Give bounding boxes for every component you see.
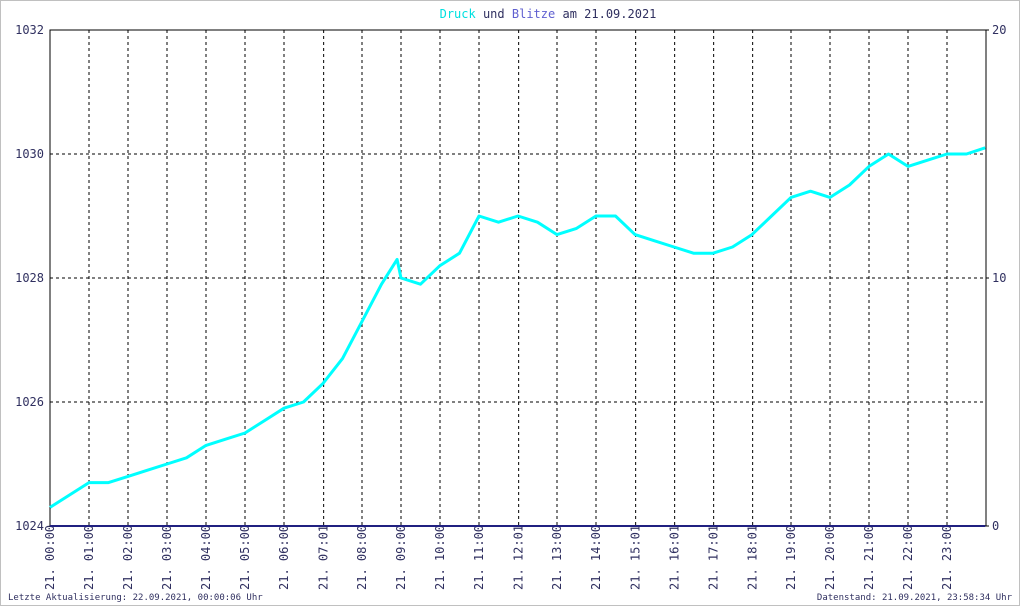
x-tick-label: 21. 11:00 [472, 525, 486, 590]
x-tick-label: 21. 04:00 [199, 525, 213, 590]
y-tick-label: 1024 [15, 519, 44, 533]
y-tick-label: 1026 [15, 395, 44, 409]
footer-left: Letzte Aktualisierung: 22.09.2021, 00:00… [8, 593, 263, 603]
x-tick-label: 21. 23:00 [940, 525, 954, 590]
x-tick-label: 21. 13:00 [550, 525, 564, 590]
title-part: und [483, 7, 505, 21]
title-part: am 21.09.2021 [562, 7, 656, 21]
x-tick-label: 21. 00:00 [43, 525, 57, 590]
y-tick-label: 1028 [15, 271, 44, 285]
y-tick-label: 1030 [15, 147, 44, 161]
x-tick-label: 21. 07:01 [317, 525, 331, 590]
x-tick-label: 21. 18:01 [746, 525, 760, 590]
title-series: Blitze [512, 7, 555, 21]
y-tick-label: 1032 [15, 23, 44, 37]
x-tick-label: 21. 02:00 [121, 525, 135, 590]
title-series: Druck [440, 7, 477, 21]
x-tick-label: 21. 12:01 [512, 525, 526, 590]
x-tick-label: 21. 09:00 [394, 525, 408, 590]
y2-tick-label: 0 [992, 519, 999, 533]
x-tick-label: 21. 06:00 [277, 525, 291, 590]
y2-tick-label: 10 [992, 271, 1006, 285]
x-tick-label: 21. 14:00 [589, 525, 603, 590]
x-tick-label: 21. 15:01 [629, 525, 643, 590]
x-tick-label: 21. 03:00 [160, 525, 174, 590]
x-tick-label: 21. 20:00 [823, 525, 837, 590]
x-tick-label: 21. 01:00 [82, 525, 96, 590]
x-tick-label: 21. 19:00 [784, 525, 798, 590]
x-tick-label: 21. 08:00 [355, 525, 369, 590]
x-tick-label: 21. 10:00 [433, 525, 447, 590]
x-tick-label: 21. 16:01 [668, 525, 682, 590]
chart-title: Druck und Blitze am 21.09.2021 [440, 7, 657, 21]
x-tick-label: 21. 22:00 [901, 525, 915, 590]
x-tick-label: 21. 21:00 [862, 525, 876, 590]
x-tick-label: 21. 17:01 [707, 525, 721, 590]
x-tick-label: 21. 05:00 [238, 525, 252, 590]
y2-tick-label: 20 [992, 23, 1006, 37]
footer-right: Datenstand: 21.09.2021, 23:58:34 Uhr [817, 593, 1013, 603]
series-line [49, 146, 986, 509]
